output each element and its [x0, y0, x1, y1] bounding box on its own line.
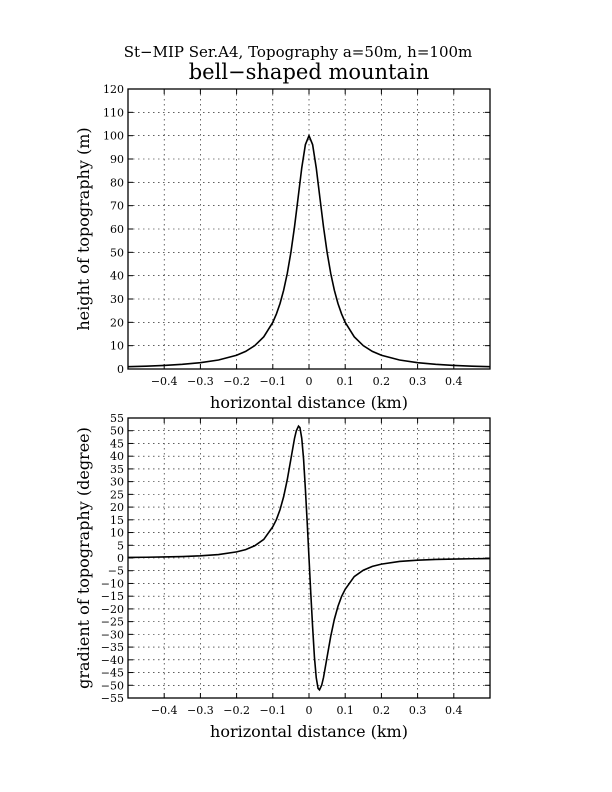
y-tick-label: −15 — [101, 590, 124, 603]
x-tick-label: 0.4 — [445, 704, 463, 717]
grid-lines — [128, 89, 490, 369]
figure-title: bell−shaped mountain — [189, 60, 430, 84]
y-tick-label: 90 — [110, 153, 124, 166]
y-tick-label: −30 — [101, 628, 124, 641]
y-tick-label: 0 — [117, 552, 124, 565]
x-tick-label: −0.4 — [151, 375, 178, 388]
y-tick-label: −5 — [108, 565, 124, 578]
x-tick-label: −0.1 — [259, 375, 286, 388]
x-tick-labels: −0.4 −0.3 −0.2 −0.1 0 0.1 0.2 0.3 0.4 — [151, 704, 463, 717]
y-tick-label: −10 — [101, 577, 124, 590]
y-tick-label: −25 — [101, 616, 124, 629]
y-axis-label: gradient of topography (degree) — [74, 427, 93, 689]
y-tick-label: 80 — [110, 176, 124, 189]
series-line — [127, 133, 491, 368]
x-tick-label: 0.2 — [373, 704, 391, 717]
x-tick-label: 0 — [306, 375, 313, 388]
x-tick-label: −0.2 — [223, 375, 250, 388]
x-tick-label: 0.3 — [409, 704, 427, 717]
y-tick-labels: 0 10 20 30 40 50 60 70 80 90 100 110 120 — [103, 83, 124, 376]
x-tick-label: 0.4 — [445, 375, 463, 388]
y-tick-label: 35 — [110, 463, 124, 476]
y-tick-label: 50 — [110, 246, 124, 259]
x-tick-label: −0.4 — [151, 704, 178, 717]
y-tick-label: −35 — [101, 641, 124, 654]
tick-marks — [128, 417, 490, 699]
y-tick-label: 10 — [110, 527, 124, 540]
y-tick-label: 110 — [103, 106, 124, 119]
y-tick-label: 25 — [110, 488, 124, 501]
y-tick-label: 120 — [103, 83, 124, 96]
x-tick-label: −0.3 — [187, 375, 214, 388]
y-tick-label: 20 — [110, 501, 124, 514]
y-tick-label: 45 — [110, 437, 124, 450]
x-tick-label: −0.2 — [223, 704, 250, 717]
y-tick-label: −40 — [101, 654, 124, 667]
y-tick-labels: −55−50−45−40−35−30−25−20−15−10−505101520… — [101, 412, 124, 705]
y-tick-label: 30 — [110, 476, 124, 489]
x-axis-label: horizontal distance (km) — [210, 722, 408, 741]
figure-supertitle: St−MIP Ser.A4, Topography a=50m, h=100m — [124, 43, 473, 61]
y-axis-label: height of topography (m) — [74, 127, 93, 330]
y-tick-label: 55 — [110, 412, 124, 425]
y-tick-label: 15 — [110, 514, 124, 527]
x-tick-label: 0 — [306, 704, 313, 717]
y-tick-label: 20 — [110, 316, 124, 329]
y-tick-label: −45 — [101, 667, 124, 680]
y-tick-label: 5 — [117, 539, 124, 552]
y-tick-label: 70 — [110, 200, 124, 213]
x-tick-label: −0.1 — [259, 704, 286, 717]
y-tick-label: −20 — [101, 603, 124, 616]
x-tick-label: 0.3 — [409, 375, 427, 388]
x-tick-label: 0.2 — [373, 375, 391, 388]
y-tick-label: 60 — [110, 223, 124, 236]
y-tick-label: 40 — [110, 270, 124, 283]
y-tick-label: −55 — [101, 692, 124, 705]
y-tick-label: 30 — [110, 293, 124, 306]
x-tick-label: 0.1 — [336, 375, 354, 388]
x-tick-label: −0.3 — [187, 704, 214, 717]
y-tick-label: 40 — [110, 450, 124, 463]
plot-gradient-of-topography: −55−50−45−40−35−30−25−20−15−10−505101520… — [74, 412, 491, 741]
y-tick-label: 100 — [103, 130, 124, 143]
x-axis-label: horizontal distance (km) — [210, 393, 408, 412]
y-tick-label: 0 — [117, 363, 124, 376]
y-tick-label: 50 — [110, 425, 124, 438]
series-line — [127, 424, 491, 692]
y-tick-label: 10 — [110, 340, 124, 353]
y-tick-label: −50 — [101, 679, 124, 692]
x-tick-labels: −0.4 −0.3 −0.2 −0.1 0 0.1 0.2 0.3 0.4 — [151, 375, 463, 388]
x-tick-label: 0.1 — [336, 704, 354, 717]
grid-lines — [128, 418, 490, 698]
